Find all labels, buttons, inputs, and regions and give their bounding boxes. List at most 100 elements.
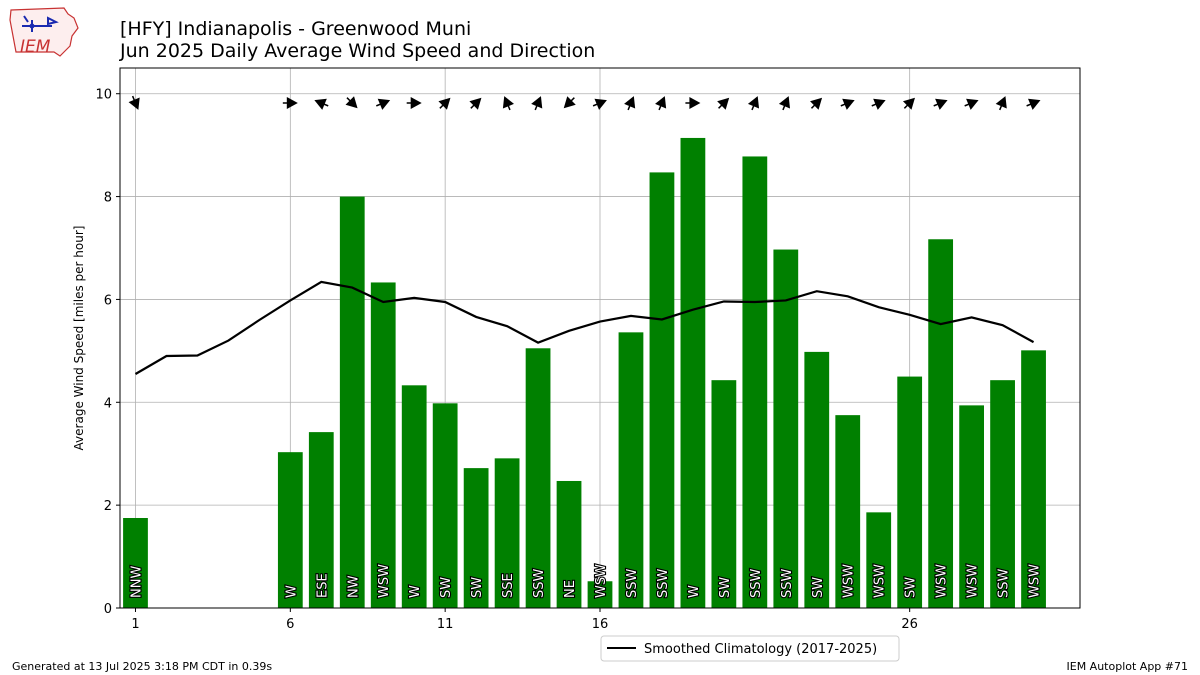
direction-label: NE [563,580,578,598]
wind-arrow-head [842,98,855,110]
wind-speed-bar [123,518,148,608]
iem-logo: IEM [9,7,79,57]
wind-arrow-head [1028,98,1041,110]
direction-label: WSW [873,564,888,598]
wind-speed-bar [525,348,551,608]
y-tick-label: 8 [104,191,112,206]
legend-label: Smoothed Climatology (2017-2025) [644,642,877,657]
direction-label: WSW [966,564,981,598]
wind-speed-bar [897,376,923,608]
x-tick-label: 1 [131,617,139,632]
wind-speed-bar [711,380,737,608]
wind-arrow-head [563,96,576,109]
direction-label: SSW [749,568,764,598]
station-dot-icon [29,23,35,29]
wind-speed-bar [401,385,427,608]
wind-arrow-head [624,96,636,109]
direction-label: SW [811,577,826,598]
direction-label: SSE [501,573,516,598]
direction-label: SSW [625,568,640,598]
wind-arrow-head [689,97,701,109]
direction-label: SW [439,577,454,598]
wind-speed-bar [649,172,675,608]
y-tick-label: 10 [95,88,112,103]
wind-speed-bar [277,452,303,608]
direction-label: WSW [377,564,392,598]
bar-layer [123,137,1046,609]
wind-arrow-head [410,97,422,109]
wind-speed-bar [680,137,706,608]
wind-arrow-head [655,96,667,109]
wind-arrow-head [377,98,391,110]
wind-speed-bar [494,458,520,608]
direction-label: WSW [594,564,609,598]
y-tick-label: 0 [104,602,112,617]
x-tick-label: 6 [286,617,294,632]
direction-label: W [408,585,423,598]
direction-label: SW [470,577,485,598]
wind-speed-bar [432,403,458,608]
app-credit: IEM Autoplot App #71 [1066,660,1189,673]
wind-arrow-head [469,97,482,110]
wind-speed-bar [308,432,334,608]
wind-arrow-head [286,97,298,109]
wind-speed-bar [1021,350,1046,608]
wind-arrow-head [502,96,514,109]
legend-box [600,635,900,662]
legend: Smoothed Climatology (2017-2025) [600,635,900,662]
wind-speed-bar [618,332,644,608]
y-tick-label: 4 [104,396,112,411]
wind-arrow-head [966,98,979,110]
wind-arrow-head [345,96,358,109]
wind-speed-bar [463,468,489,608]
wind-arrow-head [873,98,886,110]
direction-label-layer: NNW W ESE NW WSW W SW SW SSE SSW NE WSW SSW SSW W SW SSW… [128,563,1043,599]
direction-label: WSW [935,564,950,598]
wind-speed-bar [556,480,582,608]
wind-speed-bar [587,581,613,608]
x-tick-label: 16 [592,617,609,632]
y-axis-label: Average Wind Speed [miles per hour] [72,226,86,451]
wind-arrow-head [438,97,451,110]
wind-speed-bar [804,351,830,608]
chart-title-line2: Jun 2025 Daily Average Wind Speed and Di… [120,40,596,62]
climatology-line [134,280,1035,375]
direction-label: SSW [532,568,547,598]
direction-label: WSW [1028,564,1043,598]
y-tick-label: 2 [104,499,112,514]
direction-label: ESE [315,573,330,598]
direction-label: W [687,585,702,598]
wind-speed-bar [339,196,365,609]
wind-arrow-layer [128,95,1041,111]
climatology-layer [134,280,1035,375]
wind-speed-bar [835,415,861,608]
wind-arrow-head [995,96,1007,109]
wind-speed-bar [773,249,799,609]
chart-title-line1: [HFY] Indianapolis - Greenwood Muni [120,18,472,40]
wind-arrow-head [935,98,948,110]
direction-label: SW [718,577,733,598]
wind-arrow-head [531,96,543,109]
direction-label: NW [346,575,361,598]
wind-arrow-head [314,98,327,110]
wind-arrow-head [717,97,730,110]
wind-speed-bar [370,282,396,608]
wind-arrow-head [128,97,140,110]
x-tick-label: 26 [901,617,918,632]
wind-arrow-head [902,97,915,110]
wind-speed-bar [959,405,984,608]
y-tick-label: 6 [104,293,112,308]
wind-arrow-head [810,97,823,110]
wind-arrow-head [747,96,760,109]
wind-arrow-head [594,98,607,110]
direction-label: SSW [656,568,671,598]
generated-timestamp: Generated at 13 Jul 2025 3:18 PM CDT in … [12,660,273,673]
logo-text: IEM [20,37,51,57]
direction-label: WSW [842,564,857,598]
x-tick-label: 11 [437,617,454,632]
wind-arrow-head [778,96,791,109]
direction-label: SSW [997,568,1012,598]
direction-label: SSW [780,568,795,598]
wind-speed-bar [866,512,892,608]
